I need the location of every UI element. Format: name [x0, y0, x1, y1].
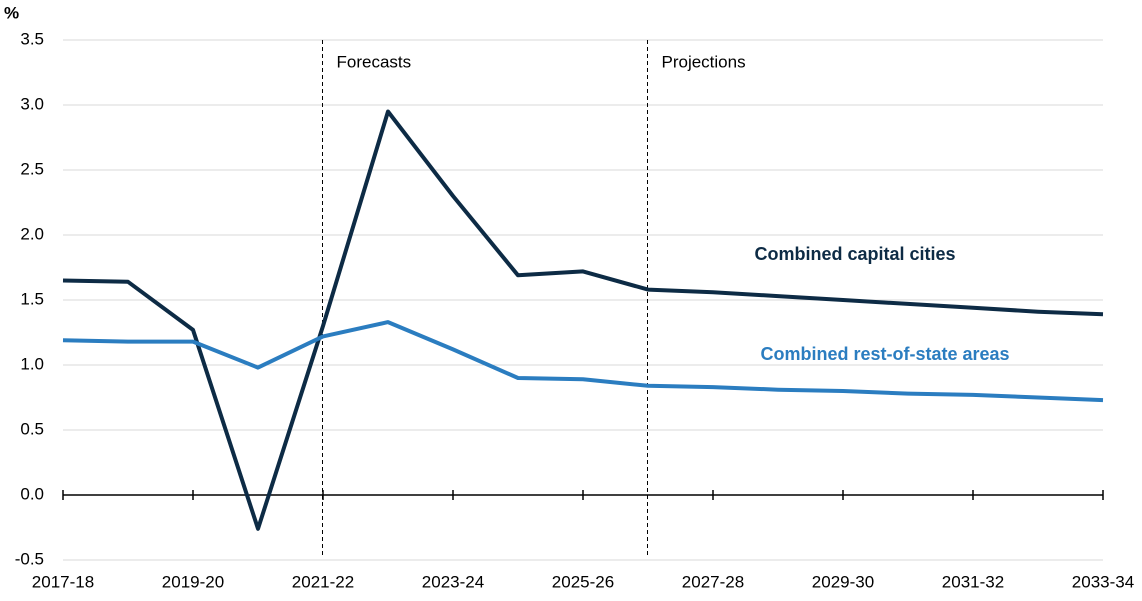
x-tick-label: 2025-26 — [552, 572, 614, 591]
y-axis-label: % — [4, 3, 19, 22]
y-tick-label: -0.5 — [15, 549, 44, 568]
series-label: Combined rest-of-state areas — [760, 344, 1009, 364]
y-tick-label: 2.0 — [20, 224, 44, 243]
y-tick-label: 3.5 — [20, 29, 44, 48]
x-tick-label: 2023-24 — [422, 572, 484, 591]
x-tick-label: 2021-22 — [292, 572, 354, 591]
x-tick-label: 2027-28 — [682, 572, 744, 591]
y-tick-label: 2.5 — [20, 159, 44, 178]
y-tick-label: 3.0 — [20, 94, 44, 113]
y-tick-label: 1.0 — [20, 354, 44, 373]
y-tick-label: 1.5 — [20, 289, 44, 308]
x-tick-label: 2033-34 — [1072, 572, 1134, 591]
x-tick-label: 2031-32 — [942, 572, 1004, 591]
x-tick-label: 2019-20 — [162, 572, 224, 591]
y-tick-label: 0.5 — [20, 419, 44, 438]
annotation: Projections — [662, 52, 746, 71]
series-line — [62, 320, 1104, 403]
series-line — [62, 109, 1104, 531]
series-label: Combined capital cities — [754, 244, 955, 264]
annotation: Forecasts — [337, 52, 412, 71]
y-tick-label: 0.0 — [20, 484, 44, 503]
x-tick-label: 2029-30 — [812, 572, 874, 591]
x-tick-label: 2017-18 — [32, 572, 94, 591]
